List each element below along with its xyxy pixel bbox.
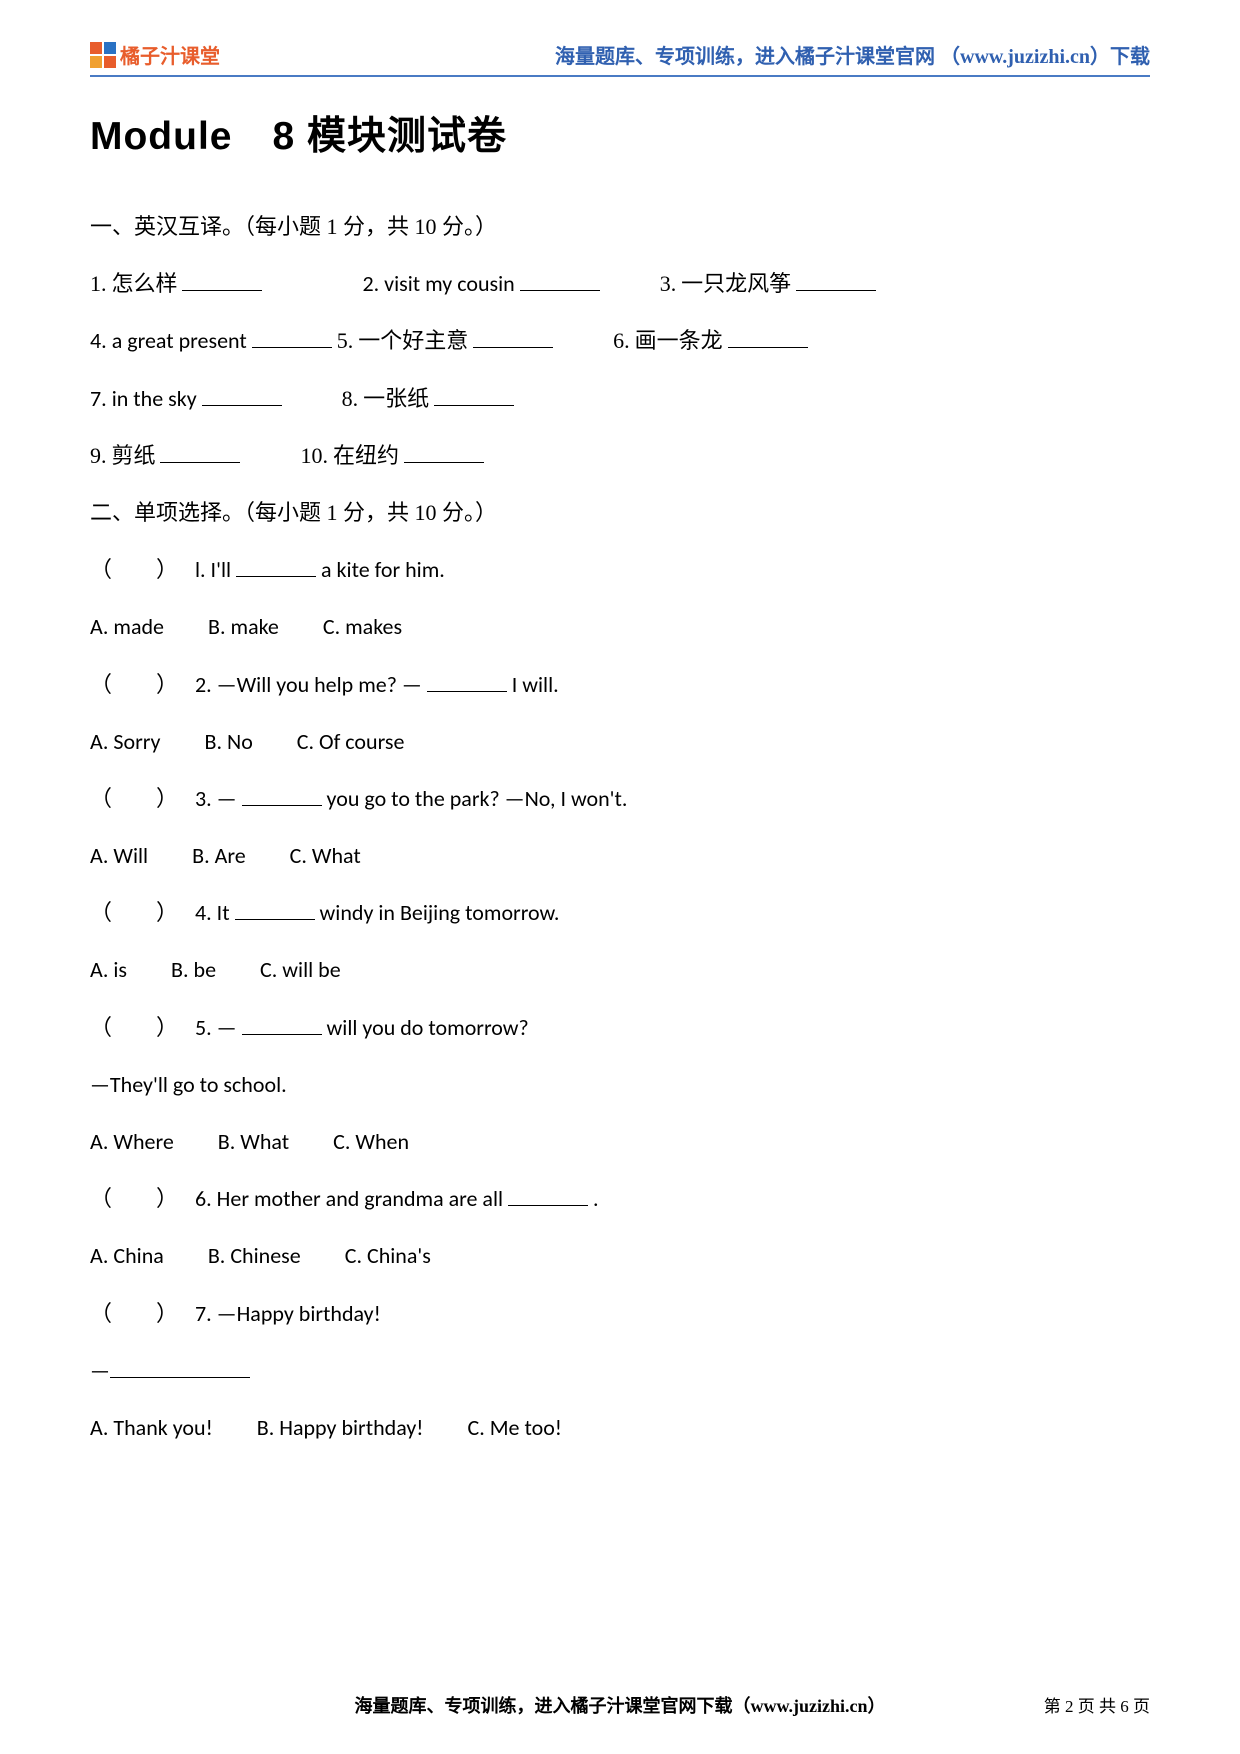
s1-i3-label: 一只龙风筝 bbox=[681, 271, 791, 296]
title-prefix: Module 8 bbox=[90, 115, 307, 158]
s1-i1-label: 怎么样 bbox=[111, 271, 177, 296]
s1-i7-n: 7. bbox=[90, 385, 107, 412]
q1-stem: （ ） l. I'll a kite for him. bbox=[90, 552, 1150, 587]
q2-pre: 2. —Will you help me? — bbox=[195, 671, 427, 698]
logo: 橘子汁课堂 bbox=[90, 40, 220, 69]
s1-i5-label: 一个好主意 bbox=[358, 328, 468, 353]
blank bbox=[520, 269, 600, 291]
blank bbox=[434, 384, 514, 406]
section1-heading: 一、英汉互译。（每小题 1 分，共 10 分。） bbox=[90, 209, 1150, 244]
page-title: Module 8 模块测试卷 bbox=[90, 105, 1150, 161]
title-cn: 模块测试卷 bbox=[307, 115, 507, 158]
s1-i2-n: 2. bbox=[362, 270, 379, 297]
q5-opts: A. Where B. What C. When bbox=[90, 1124, 1150, 1159]
answer-bracket: （ ） bbox=[90, 667, 190, 702]
s1-i4-label: a great present bbox=[112, 327, 247, 354]
q1-post: a kite for him. bbox=[321, 556, 445, 583]
q6-stem: （ ） 6. Her mother and grandma are all . bbox=[90, 1181, 1150, 1216]
s1-i4-n: 4. bbox=[90, 327, 107, 354]
blank bbox=[236, 555, 316, 577]
blank bbox=[796, 269, 876, 291]
q7-text: 7. —Happy birthday! bbox=[195, 1300, 381, 1327]
q5-post: will you do tomorrow? bbox=[327, 1014, 529, 1041]
q6-pre: 6. Her mother and grandma are all bbox=[195, 1185, 508, 1212]
blank bbox=[110, 1356, 250, 1378]
s1-i6-n: 6. bbox=[613, 328, 630, 353]
q7-opts: A. Thank you! B. Happy birthday! C. Me t… bbox=[90, 1410, 1150, 1445]
answer-bracket: （ ） bbox=[90, 781, 190, 816]
q6-opts: A. China B. Chinese C. China's bbox=[90, 1238, 1150, 1273]
blank bbox=[242, 784, 322, 806]
s1-i9-label: 剪纸 bbox=[111, 443, 155, 468]
blank bbox=[404, 441, 484, 463]
q1-opts: A. made B. make C. makes bbox=[90, 609, 1150, 644]
s1-i5-n: 5. bbox=[337, 328, 354, 353]
q1-pre: l. I'll bbox=[195, 556, 236, 583]
q4-post: windy in Beijing tomorrow. bbox=[320, 899, 560, 926]
q2-opts: A. Sorry B. No C. Of course bbox=[90, 724, 1150, 759]
answer-bracket: （ ） bbox=[90, 1296, 190, 1331]
s1-i1-n: 1. bbox=[90, 271, 107, 296]
answer-bracket: （ ） bbox=[90, 1010, 190, 1045]
answer-bracket: （ ） bbox=[90, 1181, 190, 1216]
s1-i2-label: visit my cousin bbox=[384, 270, 515, 297]
q2-post: I will. bbox=[512, 671, 559, 698]
q3-post: you go to the park? —No, I won't. bbox=[327, 785, 628, 812]
footer-text: 海量题库、专项训练，进入橘子汁课堂官网下载（www.juzizhi.cn） bbox=[355, 1696, 886, 1716]
q4-pre: 4. It bbox=[195, 899, 235, 926]
q3-opts: A. Will B. Are C. What bbox=[90, 838, 1150, 873]
q7-line2: — bbox=[90, 1353, 1150, 1388]
s1-i8-label: 一张纸 bbox=[363, 386, 429, 411]
s1-i6-label: 画一条龙 bbox=[635, 328, 723, 353]
footer-pageno: 第 2 页 共 6 页 bbox=[1044, 1692, 1150, 1717]
q5-stem: （ ） 5. — will you do tomorrow? bbox=[90, 1010, 1150, 1045]
q4-opts: A. is B. be C. will be bbox=[90, 952, 1150, 987]
page-header: 橘子汁课堂 海量题库、专项训练，进入橘子汁课堂官网 （www.juzizhi.c… bbox=[90, 40, 1150, 77]
blank bbox=[252, 326, 332, 348]
blank bbox=[473, 326, 553, 348]
q5-line2: —They'll go to school. bbox=[90, 1067, 1150, 1102]
answer-bracket: （ ） bbox=[90, 895, 190, 930]
q3-stem: （ ） 3. — you go to the park? —No, I won'… bbox=[90, 781, 1150, 816]
s1-i10-label: 在纽约 bbox=[333, 443, 399, 468]
s1-row2: 4. a great present 5. 一个好主意 6. 画一条龙 bbox=[90, 323, 1150, 358]
s1-i7-label: in the sky bbox=[112, 385, 197, 412]
blank bbox=[427, 670, 507, 692]
q7-dash: — bbox=[90, 1357, 110, 1384]
s1-i9-n: 9. bbox=[90, 443, 107, 468]
q7-stem: （ ） 7. —Happy birthday! bbox=[90, 1296, 1150, 1331]
blank bbox=[160, 441, 240, 463]
s1-row4: 9. 剪纸 10. 在纽约 bbox=[90, 438, 1150, 473]
logo-text: 橘子汁课堂 bbox=[120, 40, 220, 69]
q6-post: . bbox=[593, 1185, 599, 1212]
blank bbox=[182, 269, 262, 291]
blank bbox=[728, 326, 808, 348]
s1-i3-n: 3. bbox=[660, 271, 677, 296]
page-footer: 海量题库、专项训练，进入橘子汁课堂官网下载（www.juzizhi.cn） 第 … bbox=[0, 1692, 1240, 1718]
s1-row3: 7. in the sky 8. 一张纸 bbox=[90, 381, 1150, 416]
q3-pre: 3. — bbox=[195, 785, 237, 812]
q4-stem: （ ） 4. It windy in Beijing tomorrow. bbox=[90, 895, 1150, 930]
content-body: 一、英汉互译。（每小题 1 分，共 10 分。） 1. 怎么样 2. visit… bbox=[90, 209, 1150, 1445]
blank bbox=[242, 1013, 322, 1035]
s1-i10-n: 10. bbox=[300, 443, 328, 468]
s1-row1: 1. 怎么样 2. visit my cousin 3. 一只龙风筝 bbox=[90, 266, 1150, 301]
blank bbox=[508, 1184, 588, 1206]
q2-stem: （ ） 2. —Will you help me? — I will. bbox=[90, 667, 1150, 702]
q5-pre: 5. — bbox=[195, 1014, 237, 1041]
s1-i8-n: 8. bbox=[342, 386, 359, 411]
blank bbox=[235, 898, 315, 920]
section2-heading: 二、单项选择。（每小题 1 分，共 10 分。） bbox=[90, 495, 1150, 530]
blank bbox=[202, 384, 282, 406]
answer-bracket: （ ） bbox=[90, 552, 190, 587]
header-right-text: 海量题库、专项训练，进入橘子汁课堂官网 （www.juzizhi.cn）下载 bbox=[555, 40, 1150, 69]
logo-icon bbox=[90, 42, 116, 68]
